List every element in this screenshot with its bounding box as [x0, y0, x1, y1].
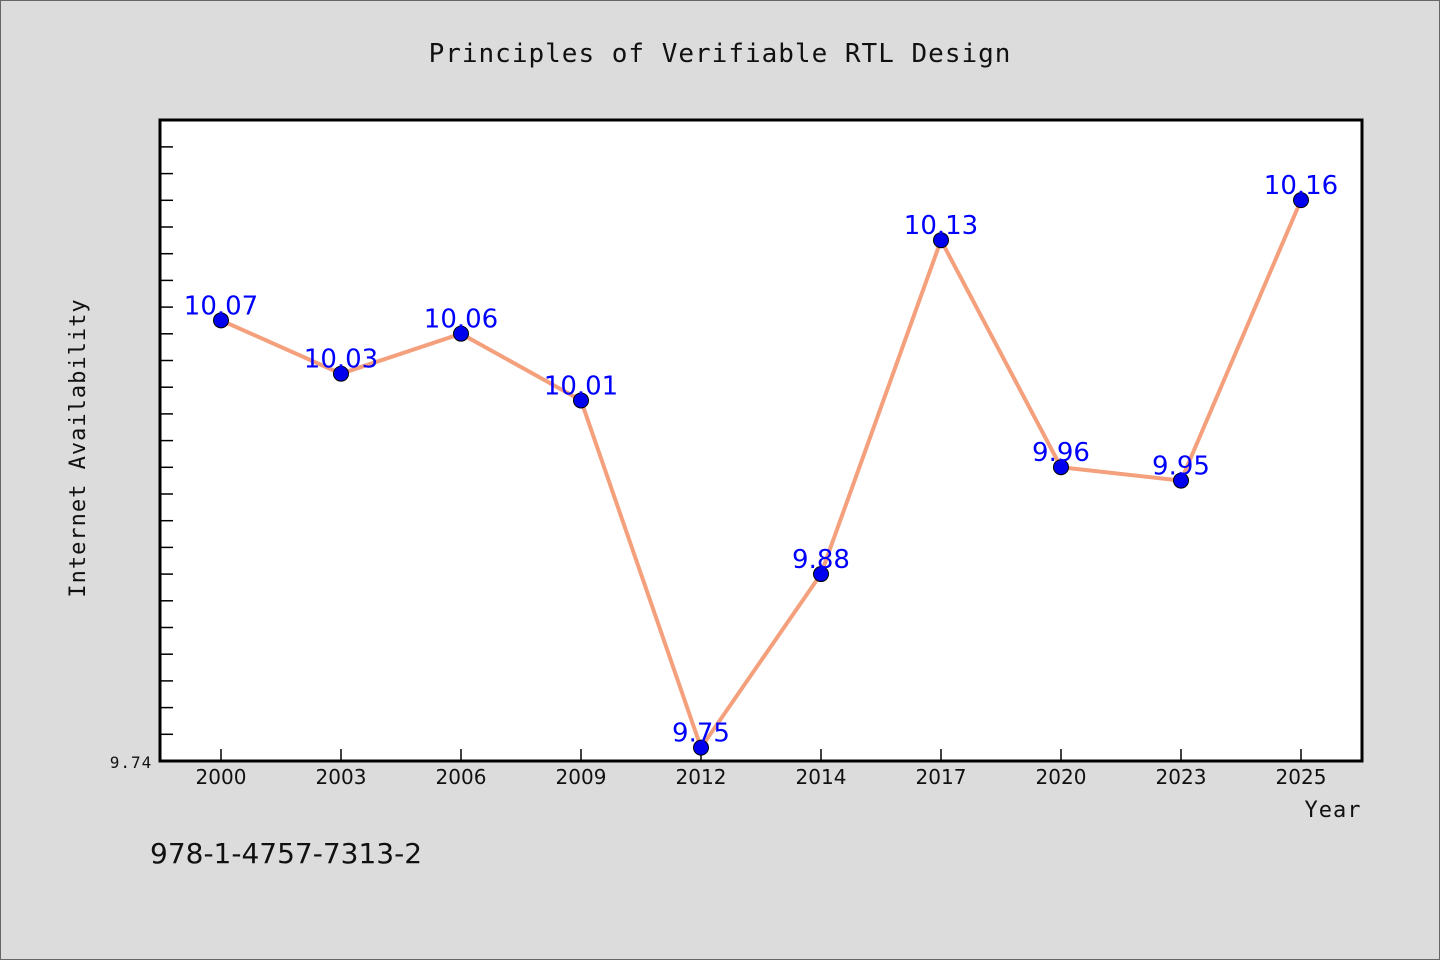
data-label: 10.13: [904, 211, 978, 241]
data-label: 9.95: [1152, 452, 1210, 482]
data-point: [1173, 472, 1189, 489]
data-point: [813, 566, 829, 583]
data-label: 9.75: [672, 719, 730, 749]
plot-area: [158, 118, 1364, 763]
data-point: [573, 392, 589, 409]
x-axis-ticks: 2000 2003 2006 2009 2012 2014 2017 2020 2023 2025: [196, 749, 1327, 789]
x-tick-label: 2023: [1156, 765, 1207, 789]
data-label: 10.07: [184, 291, 258, 321]
x-tick-label: 2006: [436, 765, 487, 789]
data-markers: [213, 192, 1309, 756]
x-axis-label: Year: [1305, 798, 1362, 823]
x-tick-label: 2017: [916, 765, 967, 789]
data-point: [933, 232, 949, 249]
data-label: 9.96: [1032, 438, 1090, 468]
isbn-text: 978-1-4757-7313-2: [150, 837, 422, 870]
y-axis-minor-ticks: [160, 146, 173, 736]
data-label: 9.88: [792, 545, 850, 575]
x-tick-label: 2000: [196, 765, 247, 789]
data-point: [1293, 192, 1309, 209]
data-label: 10.16: [1264, 171, 1338, 201]
data-point: [333, 365, 349, 382]
data-point: [213, 312, 229, 329]
data-label: 10.01: [544, 371, 618, 401]
series-line: [220, 199, 1303, 752]
x-tick-label: 2025: [1276, 765, 1327, 789]
x-tick-label: 2014: [796, 765, 847, 789]
chart-title: Principles of Verifiable RTL Design: [429, 39, 1012, 69]
data-labels: 10.07 10.03 10.06 10.01 9.75 9.88 10.13 9.96 9.9…: [184, 171, 1338, 749]
data-point: [693, 739, 709, 756]
data-point: [1053, 459, 1069, 476]
data-label: 10.03: [304, 345, 378, 375]
x-tick-label: 2003: [316, 765, 367, 789]
y-axis-label: Internet Availability: [66, 298, 91, 597]
x-tick-label: 2009: [556, 765, 607, 789]
x-tick-label: 2020: [1036, 765, 1087, 789]
data-label: 10.06: [424, 305, 498, 335]
data-point: [453, 325, 469, 342]
x-tick-label: 2012: [676, 765, 727, 789]
y-axis-min-label: 9.74: [110, 753, 153, 772]
